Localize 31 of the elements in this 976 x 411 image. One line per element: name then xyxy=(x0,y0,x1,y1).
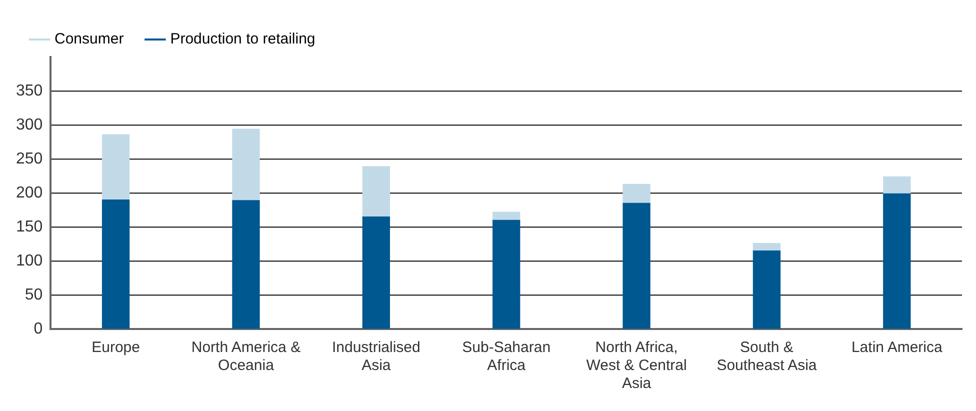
bar xyxy=(232,200,260,329)
bar xyxy=(102,134,130,200)
bar xyxy=(622,202,650,329)
x-tick-label: Sub-Saharan Africa xyxy=(462,339,551,374)
y-tick-label: 0 xyxy=(34,320,43,338)
bar xyxy=(883,176,911,194)
y-tick-label: 100 xyxy=(16,252,43,270)
legend-label: Consumer xyxy=(54,30,124,48)
y-tick-label: 350 xyxy=(16,82,43,100)
bar xyxy=(492,212,520,221)
legend-label: Production to retailing xyxy=(170,30,316,48)
bar xyxy=(622,184,650,204)
x-tick-label: Industrialised Asia xyxy=(332,339,420,374)
bar xyxy=(362,166,390,218)
y-tick-label: 300 xyxy=(16,116,43,134)
x-tick-label: South & Southeast Asia xyxy=(716,339,818,374)
x-tick-label: Europe xyxy=(92,339,140,356)
x-tick-label: North America & Oceania xyxy=(191,339,301,374)
y-tick-label: 150 xyxy=(16,218,43,236)
x-tick-label: North Africa, West & Central Asia xyxy=(586,339,687,392)
bar xyxy=(362,216,390,329)
bar xyxy=(102,199,130,329)
bar xyxy=(492,220,520,329)
bar xyxy=(883,193,911,329)
x-tick-label: Latin America xyxy=(851,339,943,356)
bar xyxy=(752,242,781,252)
bar xyxy=(232,128,260,201)
bar xyxy=(752,250,781,329)
y-tick-label: 50 xyxy=(24,286,43,304)
y-tick-label: 200 xyxy=(16,184,43,202)
y-tick-label: 250 xyxy=(16,150,43,168)
